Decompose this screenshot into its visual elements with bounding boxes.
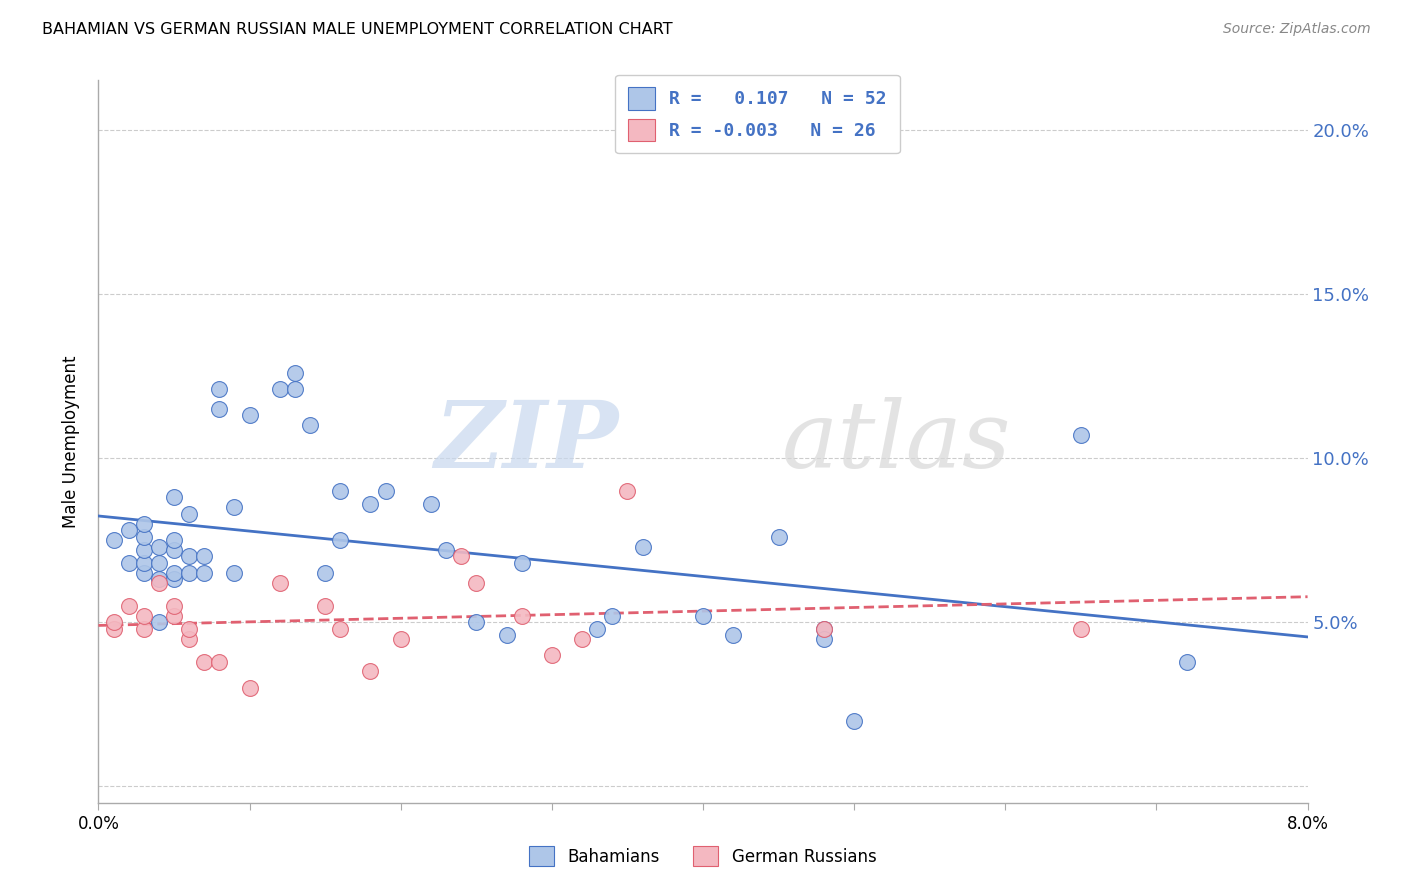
Point bbox=[208, 382, 231, 396]
Point bbox=[510, 608, 533, 623]
Point bbox=[224, 500, 246, 515]
Point bbox=[239, 409, 262, 423]
Point bbox=[193, 566, 215, 580]
Point bbox=[813, 632, 835, 646]
Point bbox=[163, 599, 186, 613]
Point bbox=[1175, 655, 1198, 669]
Text: atlas: atlas bbox=[782, 397, 1011, 486]
Point bbox=[148, 575, 170, 590]
Point bbox=[118, 556, 141, 570]
Point bbox=[103, 615, 125, 630]
Point bbox=[510, 556, 533, 570]
Point bbox=[723, 628, 745, 642]
Point bbox=[163, 566, 186, 580]
Point bbox=[434, 542, 457, 557]
Point bbox=[329, 483, 352, 498]
Text: Source: ZipAtlas.com: Source: ZipAtlas.com bbox=[1223, 22, 1371, 37]
Point bbox=[179, 507, 201, 521]
Point bbox=[103, 622, 125, 636]
Point bbox=[540, 648, 562, 662]
Point bbox=[132, 530, 155, 544]
Point bbox=[163, 542, 186, 557]
Point bbox=[132, 516, 155, 531]
Point bbox=[239, 681, 262, 695]
Point bbox=[208, 655, 231, 669]
Point bbox=[132, 608, 155, 623]
Point bbox=[465, 615, 488, 630]
Point bbox=[148, 540, 170, 554]
Point bbox=[118, 599, 141, 613]
Point bbox=[631, 540, 654, 554]
Point bbox=[450, 549, 472, 564]
Point bbox=[103, 533, 125, 547]
Point bbox=[360, 497, 382, 511]
Point bbox=[602, 608, 624, 623]
Point bbox=[193, 549, 215, 564]
Legend: R =   0.107   N = 52, R = -0.003   N = 26: R = 0.107 N = 52, R = -0.003 N = 26 bbox=[616, 75, 900, 153]
Point bbox=[163, 573, 186, 587]
Point bbox=[586, 622, 609, 636]
Point bbox=[118, 523, 141, 537]
Point bbox=[193, 655, 215, 669]
Point bbox=[132, 542, 155, 557]
Legend: Bahamians, German Russians: Bahamians, German Russians bbox=[522, 838, 884, 875]
Point bbox=[208, 401, 231, 416]
Point bbox=[389, 632, 412, 646]
Text: ZIP: ZIP bbox=[434, 397, 619, 486]
Point bbox=[269, 575, 291, 590]
Point bbox=[329, 622, 352, 636]
Point bbox=[314, 599, 336, 613]
Point bbox=[495, 628, 517, 642]
Point bbox=[148, 556, 170, 570]
Point bbox=[360, 665, 382, 679]
Point bbox=[692, 608, 714, 623]
Point bbox=[813, 622, 835, 636]
Point bbox=[616, 483, 638, 498]
Point bbox=[465, 575, 488, 590]
Point bbox=[329, 533, 352, 547]
Point bbox=[844, 714, 866, 728]
Point bbox=[148, 615, 170, 630]
Point bbox=[768, 530, 790, 544]
Point bbox=[179, 549, 201, 564]
Point bbox=[1070, 622, 1092, 636]
Point bbox=[132, 622, 155, 636]
Point bbox=[132, 556, 155, 570]
Point bbox=[299, 418, 322, 433]
Point bbox=[163, 608, 186, 623]
Point bbox=[163, 491, 186, 505]
Point bbox=[148, 573, 170, 587]
Y-axis label: Male Unemployment: Male Unemployment bbox=[62, 355, 80, 528]
Point bbox=[179, 632, 201, 646]
Point bbox=[1070, 428, 1092, 442]
Point bbox=[224, 566, 246, 580]
Point bbox=[179, 622, 201, 636]
Point bbox=[269, 382, 291, 396]
Point bbox=[420, 497, 443, 511]
Point bbox=[284, 382, 307, 396]
Point bbox=[314, 566, 336, 580]
Text: BAHAMIAN VS GERMAN RUSSIAN MALE UNEMPLOYMENT CORRELATION CHART: BAHAMIAN VS GERMAN RUSSIAN MALE UNEMPLOY… bbox=[42, 22, 673, 37]
Point bbox=[179, 566, 201, 580]
Point bbox=[284, 366, 307, 380]
Point bbox=[571, 632, 593, 646]
Point bbox=[374, 483, 396, 498]
Point bbox=[132, 566, 155, 580]
Point bbox=[813, 622, 835, 636]
Point bbox=[163, 533, 186, 547]
